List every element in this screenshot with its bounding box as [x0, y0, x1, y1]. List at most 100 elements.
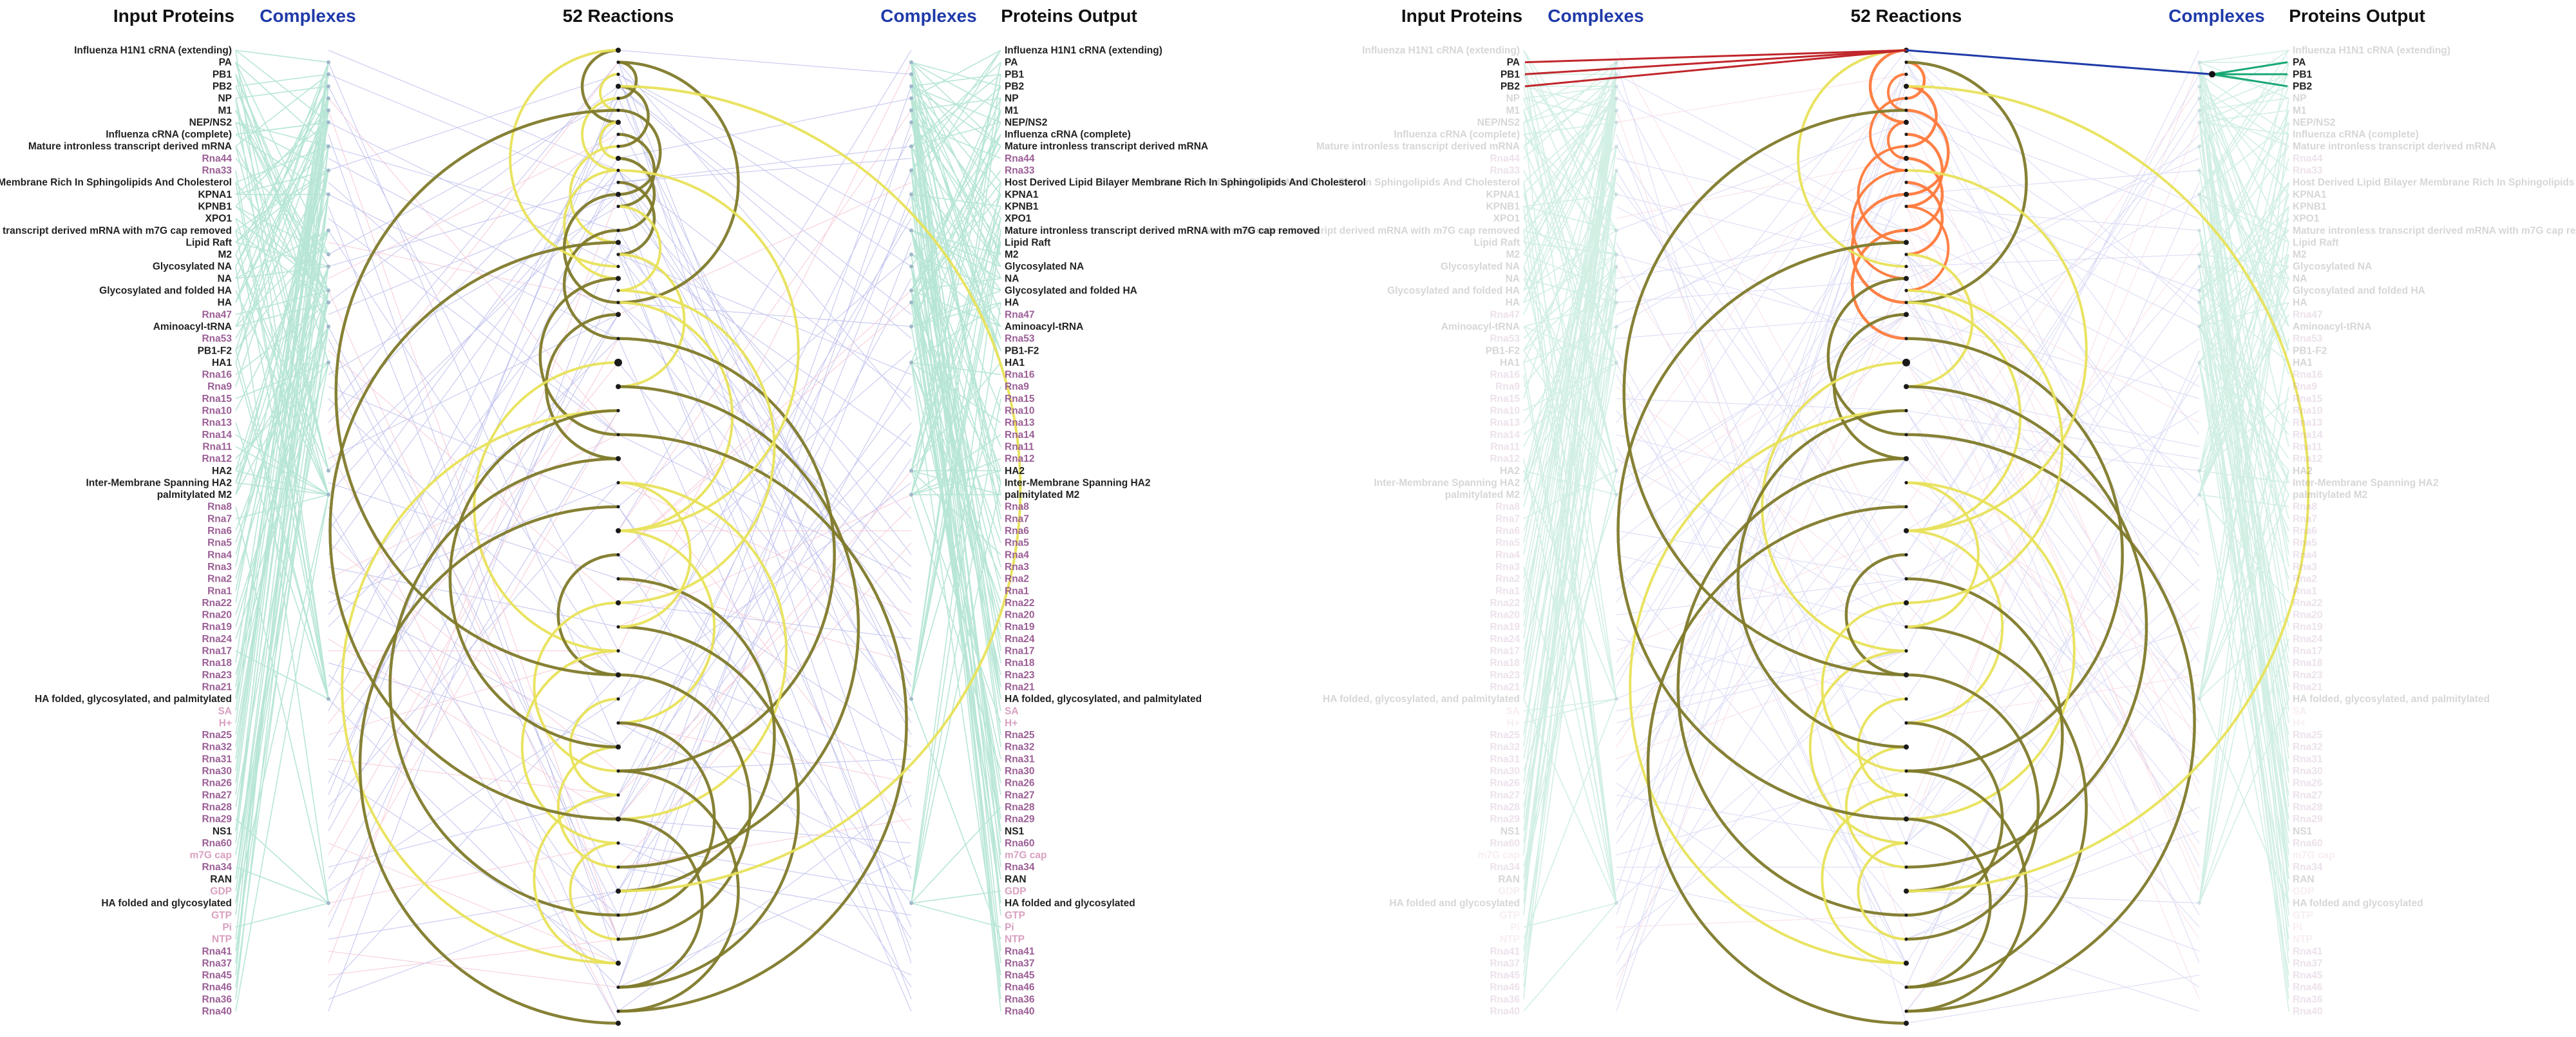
output-protein-label[interactable]: Rna7: [2293, 513, 2317, 524]
output-protein-label[interactable]: Rna27: [2293, 790, 2323, 801]
output-protein-label[interactable]: HA folded and glycosylated: [2293, 898, 2423, 909]
output-protein-label[interactable]: Rna10: [1005, 406, 1035, 417]
output-protein-label[interactable]: Rna22: [2293, 598, 2323, 609]
reaction-node[interactable]: [1904, 960, 1909, 966]
reaction-arc[interactable]: [1857, 145, 1907, 244]
reaction-arc[interactable]: [538, 277, 619, 437]
output-protein-label[interactable]: PB2: [2293, 81, 2312, 92]
output-protein-label[interactable]: Rna33: [2293, 166, 2323, 176]
reaction-arc[interactable]: [618, 84, 650, 148]
reaction-node[interactable]: [1904, 252, 1908, 256]
complex-node-left[interactable]: [1615, 108, 1618, 113]
input-protein-label[interactable]: Rna18: [202, 658, 232, 669]
reaction-node[interactable]: [616, 132, 620, 137]
reaction-node[interactable]: [616, 841, 620, 845]
output-protein-label[interactable]: Mature intronless transcript derived mRN…: [1005, 141, 1208, 152]
output-protein-label[interactable]: RAN: [2293, 874, 2315, 885]
complex-node-left[interactable]: [1615, 300, 1618, 305]
reaction-node[interactable]: [616, 252, 620, 256]
input-protein-label[interactable]: Rna11: [1490, 441, 1520, 452]
output-protein-label[interactable]: Rna2: [2293, 574, 2317, 585]
complex-node-left[interactable]: [327, 192, 330, 196]
input-protein-label[interactable]: M1: [218, 105, 232, 116]
output-protein-label[interactable]: Influenza cRNA (complete): [1005, 129, 1131, 140]
complex-node-left[interactable]: [1615, 228, 1618, 233]
reaction-arc[interactable]: [1629, 409, 1907, 965]
input-protein-label[interactable]: Glycosylated NA: [153, 262, 232, 272]
reaction-arc[interactable]: [1646, 505, 1907, 1025]
output-protein-label[interactable]: Rna25: [2293, 730, 2323, 741]
reaction-arc[interactable]: [580, 48, 619, 124]
reaction-arc[interactable]: [1906, 769, 2028, 1013]
input-protein-label[interactable]: NA: [1506, 273, 1520, 284]
input-protein-label[interactable]: NS1: [213, 826, 232, 837]
output-protein-label[interactable]: Rna1: [1005, 585, 1029, 596]
input-protein-label[interactable]: Rna30: [202, 766, 232, 777]
reaction-arc[interactable]: [1821, 794, 1907, 965]
reaction-node[interactable]: [1904, 180, 1908, 184]
output-protein-label[interactable]: Mature intronless transcript derived mRN…: [1005, 225, 1320, 236]
input-protein-label[interactable]: Rna23: [1490, 670, 1520, 681]
output-protein-label[interactable]: Inter-Membrane Spanning HA2: [1005, 477, 1151, 488]
reaction-node[interactable]: [1904, 697, 1908, 701]
reaction-node[interactable]: [616, 312, 621, 318]
reaction-node[interactable]: [1904, 937, 1908, 941]
input-protein-label[interactable]: Rna36: [202, 994, 232, 1005]
reaction-arc[interactable]: [618, 301, 734, 532]
output-protein-label[interactable]: Rna60: [2293, 838, 2323, 849]
reaction-node[interactable]: [616, 48, 621, 53]
output-protein-label[interactable]: Rna13: [2293, 417, 2323, 428]
reaction-node[interactable]: [616, 577, 620, 581]
input-protein-label[interactable]: PB1-F2: [198, 345, 232, 356]
input-protein-label[interactable]: HA folded, glycosylated, and palmitylate…: [35, 694, 232, 705]
input-protein-label[interactable]: Rna12: [202, 453, 232, 464]
input-protein-label[interactable]: Rna15: [202, 394, 232, 404]
output-protein-label[interactable]: Rna37: [1005, 958, 1035, 969]
complex-node-left[interactable]: [1615, 264, 1618, 269]
reaction-node[interactable]: [616, 276, 621, 281]
output-protein-label[interactable]: NS1: [1005, 826, 1025, 837]
reaction-node[interactable]: [616, 649, 620, 653]
reaction-arc[interactable]: [1906, 84, 2310, 893]
reaction-node[interactable]: [616, 144, 620, 148]
output-protein-label[interactable]: Rna22: [1005, 598, 1035, 609]
input-protein-label[interactable]: Rna45: [1490, 970, 1520, 981]
complex-node-left[interactable]: [327, 300, 330, 305]
reaction-node[interactable]: [1904, 312, 1909, 318]
input-protein-label[interactable]: Rna3: [207, 562, 232, 573]
reaction-node[interactable]: [616, 985, 620, 989]
input-protein-label[interactable]: m7G cap: [1478, 850, 1520, 861]
input-protein-label[interactable]: HA1: [212, 357, 232, 368]
output-protein-label[interactable]: PB1-F2: [2293, 345, 2327, 356]
complex-node-left[interactable]: [1615, 168, 1618, 173]
output-protein-label[interactable]: Mature intronless transcript derived mRN…: [2293, 225, 2576, 236]
input-protein-label[interactable]: Rna19: [1490, 622, 1520, 633]
output-protein-label[interactable]: GTP: [2293, 910, 2313, 921]
complex-node-left[interactable]: [327, 72, 330, 77]
reaction-arc[interactable]: [618, 529, 716, 725]
reaction-node[interactable]: [616, 108, 620, 112]
complex-node-left[interactable]: [327, 289, 330, 292]
input-protein-label[interactable]: Rna44: [1490, 153, 1520, 164]
complex-node-right[interactable]: [909, 360, 913, 365]
output-protein-label[interactable]: PB1-F2: [1005, 345, 1039, 356]
complex-node-right[interactable]: [2197, 84, 2201, 88]
complex-node-left[interactable]: [327, 324, 330, 328]
reaction-node[interactable]: [616, 913, 620, 917]
highlight-complex-node[interactable]: [2209, 71, 2215, 78]
reaction-arc[interactable]: [618, 289, 776, 604]
reaction-arc[interactable]: [618, 180, 656, 256]
input-protein-label[interactable]: Rna41: [202, 946, 232, 957]
reaction-node[interactable]: [616, 697, 620, 701]
output-protein-label[interactable]: Rna17: [2293, 646, 2323, 657]
complex-node-right[interactable]: [909, 264, 913, 269]
input-protein-label[interactable]: Influenza H1N1 cRNA (extending): [74, 45, 232, 56]
reaction-node[interactable]: [616, 83, 621, 89]
complex-node-right[interactable]: [909, 901, 913, 906]
reaction-node[interactable]: [1904, 577, 1908, 581]
complex-node-left[interactable]: [1615, 289, 1618, 292]
input-protein-label[interactable]: Rna28: [1490, 802, 1520, 813]
complex-node-right[interactable]: [909, 468, 913, 473]
input-protein-label[interactable]: Rna4: [207, 549, 232, 560]
reaction-arc[interactable]: [473, 361, 619, 652]
